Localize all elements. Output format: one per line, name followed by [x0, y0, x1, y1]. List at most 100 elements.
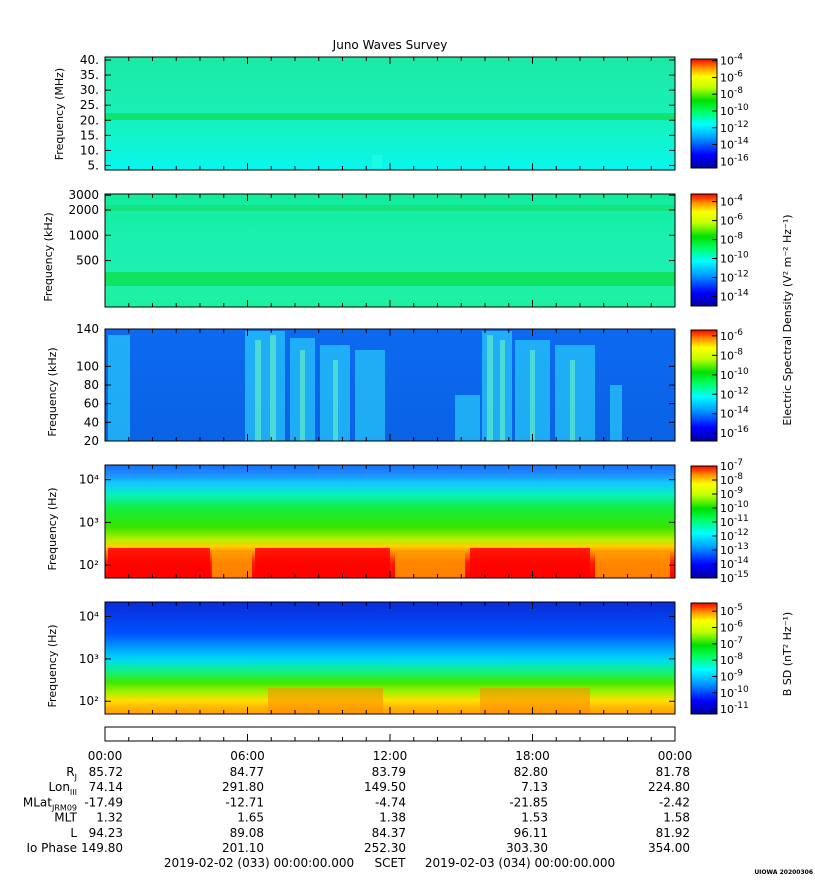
ephemeris-value: 96.11 [514, 826, 548, 840]
ephemeris-value: 201.10 [222, 841, 264, 855]
colorbar-tick-label: 10-8 [720, 232, 743, 247]
colorbar-tick-label: 10-15 [720, 570, 749, 585]
panel-1: 5.10.15.20.25.30.35.40. Frequency (MHz) … [53, 53, 749, 173]
y-tick-label: 3000 [68, 188, 99, 202]
ephemeris-value: 1.53 [521, 811, 548, 825]
panel-2-spectrogram [105, 194, 675, 307]
panel-4-gaps [212, 552, 670, 578]
ephemeris-row-label: RJ [66, 765, 77, 782]
y-tick-label: 500 [76, 254, 99, 268]
y-tick-label: 80 [84, 378, 99, 392]
ephemeris-value: 94.23 [89, 826, 123, 840]
ephemeris-value: 354.00 [648, 841, 690, 855]
colorbar-tick-label: 10-6 [720, 69, 743, 84]
ephemeris-table: RJ 85.72 84.77 83.79 82.80 81.78 LonIII 74.14 29… [23, 765, 690, 855]
ephemeris-value: 1.32 [96, 811, 123, 825]
ephemeris-value: -12.71 [225, 795, 264, 809]
colorbar-tick-label: 10-4 [720, 194, 743, 209]
colorbar-tick-label: 10-8 [720, 86, 743, 101]
colorbar-tick-label: 10-7 [720, 636, 743, 651]
ephemeris-value: 89.08 [230, 826, 264, 840]
colorbar-tick-label: 10-12 [720, 270, 749, 285]
ephemeris-value: 83.79 [372, 765, 406, 779]
ephemeris-row-label: MLT [54, 811, 77, 825]
ephemeris-value: -2.42 [659, 795, 690, 809]
ephemeris-value: 1.58 [663, 811, 690, 825]
colorbar-tick-label: 10-14 [720, 137, 749, 152]
colorbar-tick-label: 10-16 [720, 425, 749, 440]
ephemeris-row-label: MLatJRM09 [23, 795, 77, 812]
panel-1-ylabel: Frequency (MHz) [53, 68, 66, 160]
colorbar-tick-label: 10-6 [720, 213, 743, 228]
y-tick-label: 10⁴ [79, 610, 99, 624]
colorbar-tick-label: 10-14 [720, 289, 749, 304]
magnetic-colorbar-title: B SD (nT² Hz⁻¹) [781, 612, 794, 696]
ephemeris-value: 84.77 [230, 765, 264, 779]
ephemeris-value: 85.72 [89, 765, 123, 779]
footer-end: 2019-02-03 (034) 00:00:00.000 [425, 856, 615, 870]
colorbar-tick-label: 10-8 [720, 472, 743, 487]
ephemeris-value: 81.92 [656, 826, 690, 840]
y-tick-label: 40. [80, 53, 99, 67]
ephemeris-value: 74.14 [89, 780, 123, 794]
colorbar-tick-label: 10-10 [720, 103, 749, 118]
colorbar-tick-label: 10-7 [720, 458, 743, 473]
ephemeris-value: 303.30 [506, 841, 548, 855]
y-tick-label: 5. [88, 158, 99, 172]
y-tick-label: 25. [80, 98, 99, 112]
colorbar-1 [690, 58, 718, 169]
colorbar-tick-label: 10-13 [720, 542, 749, 557]
ephemeris-value: 7.13 [521, 780, 548, 794]
time-tick-label: 00:00 [658, 749, 693, 763]
ephemeris-value: 84.37 [372, 826, 406, 840]
panel-1-weak-feature [372, 155, 382, 168]
panel-2-2000khz-band [105, 205, 675, 211]
colorbar-tick-label: 10-10 [720, 367, 749, 382]
y-tick-label: 10⁴ [79, 473, 99, 487]
panel-2-250khz-band [105, 272, 675, 286]
colorbar-tick-label: 10-12 [720, 120, 749, 135]
colorbar-tick-label: 10-16 [720, 153, 749, 168]
y-tick-label: 40 [84, 415, 99, 429]
colorbar-tick-label: 10-11 [720, 514, 749, 529]
panel-3-emissions [108, 331, 622, 441]
electric-colorbar-title: Electric Spectral Density (V² m⁻² Hz⁻¹) [781, 214, 794, 425]
ephemeris-value: 82.80 [514, 765, 548, 779]
colorbar-5 [690, 602, 718, 715]
ephemeris-value: -17.49 [84, 795, 123, 809]
footer-scet: SCET [375, 856, 407, 870]
y-tick-label: 15. [80, 128, 99, 142]
colorbar-tick-label: 10-6 [720, 328, 743, 343]
panel-1-21mhz-band [105, 113, 675, 120]
colorbar-tick-label: 10-9 [720, 486, 743, 501]
colorbar-3 [690, 329, 718, 442]
colorbar-2 [690, 193, 718, 307]
panel-4-intense-regions [108, 548, 590, 578]
colorbar-tick-label: 10-10 [720, 685, 749, 700]
colorbar-tick-label: 10-12 [720, 386, 749, 401]
panel-5-ylabel: Frequency (Hz) [46, 625, 59, 708]
footer-start: 2019-02-02 (033) 00:00:00.000 [164, 856, 354, 870]
y-tick-label: 20 [84, 434, 99, 448]
colorbar-tick-label: 10-14 [720, 406, 749, 421]
time-tick-label: 12:00 [373, 749, 408, 763]
ephemeris-value: 149.80 [81, 841, 123, 855]
ephemeris-value: 149.50 [364, 780, 406, 794]
ephemeris-value: -21.85 [509, 795, 548, 809]
time-tick-label: 18:00 [515, 749, 550, 763]
footer-stamp: UIOWA 20200306 [754, 869, 813, 876]
y-tick-label: 10² [79, 694, 99, 708]
colorbar-tick-label: 10-12 [720, 528, 749, 543]
ephemeris-value: 81.78 [656, 765, 690, 779]
y-tick-label: 30. [80, 83, 99, 97]
colorbar-tick-label: 10-6 [720, 619, 743, 634]
panel-2-ylabel: Frequency (kHz) [42, 212, 55, 301]
y-tick-label: 2000 [68, 203, 99, 217]
colorbar-tick-label: 10-8 [720, 347, 743, 362]
ephemeris-value: 1.38 [379, 811, 406, 825]
y-tick-label: 10³ [79, 652, 99, 666]
colorbar-tick-label: 10-10 [720, 251, 749, 266]
